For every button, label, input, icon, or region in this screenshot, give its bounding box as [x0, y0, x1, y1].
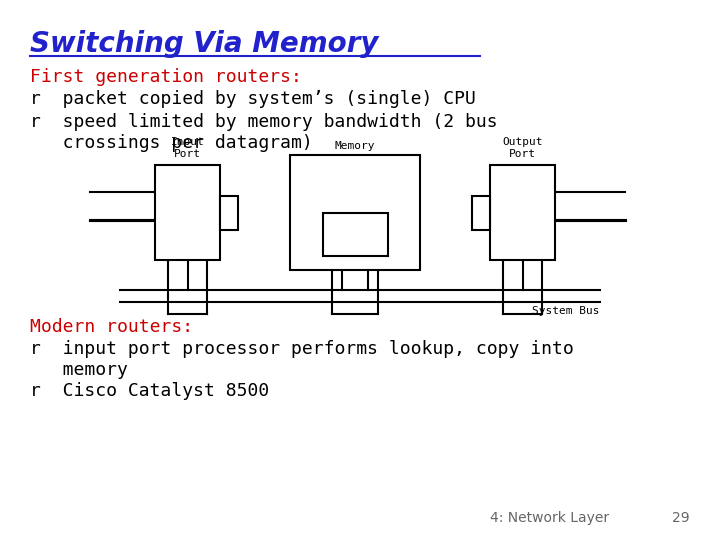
- Text: r  input port processor performs lookup, copy into
   memory: r input port processor performs lookup, …: [30, 340, 574, 379]
- Text: First generation routers:: First generation routers:: [30, 68, 302, 86]
- Text: Switching Via Memory: Switching Via Memory: [30, 30, 379, 58]
- Text: r  Cisco Catalyst 8500: r Cisco Catalyst 8500: [30, 382, 269, 400]
- Text: Output
Port: Output Port: [503, 137, 543, 159]
- Bar: [490, 165, 555, 260]
- Bar: [155, 165, 220, 260]
- Bar: [472, 197, 490, 230]
- Bar: [290, 155, 420, 270]
- Bar: [323, 213, 387, 256]
- Text: Input
Port: Input Port: [171, 137, 204, 159]
- Text: r  packet copied by system’s (single) CPU: r packet copied by system’s (single) CPU: [30, 90, 476, 108]
- Bar: [220, 197, 238, 230]
- Text: Memory: Memory: [335, 141, 375, 151]
- Text: 4: Network Layer: 4: Network Layer: [490, 511, 609, 525]
- Text: r  speed limited by memory bandwidth (2 bus
   crossings per datagram): r speed limited by memory bandwidth (2 b…: [30, 113, 498, 152]
- Text: 29: 29: [672, 511, 690, 525]
- Text: System Bus: System Bus: [533, 306, 600, 316]
- Text: Modern routers:: Modern routers:: [30, 318, 193, 336]
